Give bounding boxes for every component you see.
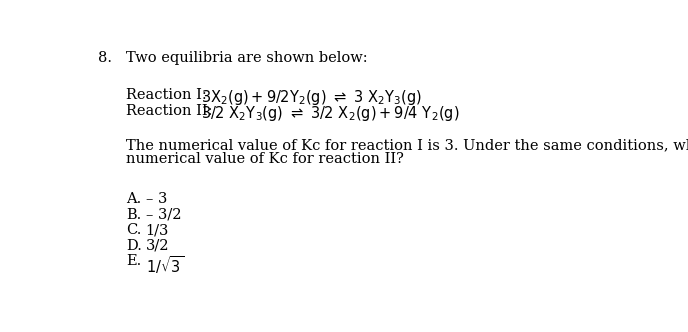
Text: Reaction I:: Reaction I: (127, 88, 207, 102)
Text: – 3: – 3 (146, 192, 167, 206)
Text: C.: C. (127, 223, 142, 237)
Text: $\mathrm{3/2\ X_2Y_3(g)\ \rightleftharpoons\ 3/2\ X_2(g) + 9/4\ Y_2(g)}$: $\mathrm{3/2\ X_2Y_3(g)\ \rightleftharpo… (201, 104, 459, 123)
Text: $\mathrm{1/\sqrt{3}}$: $\mathrm{1/\sqrt{3}}$ (146, 254, 184, 276)
Text: Reaction II:: Reaction II: (127, 104, 213, 118)
Text: numerical value of Kc for reaction II?: numerical value of Kc for reaction II? (127, 152, 404, 166)
Text: – 3/2: – 3/2 (146, 208, 181, 222)
Text: 3/2: 3/2 (146, 238, 169, 253)
Text: 1/3: 1/3 (146, 223, 169, 237)
Text: 8.: 8. (98, 51, 111, 65)
Text: A.: A. (127, 192, 142, 206)
Text: Two equilibria are shown below:: Two equilibria are shown below: (127, 51, 368, 65)
Text: E.: E. (127, 254, 142, 268)
Text: The numerical value of Kc for reaction I is 3. Under the same conditions, what i: The numerical value of Kc for reaction I… (127, 138, 688, 152)
Text: D.: D. (127, 238, 142, 253)
Text: B.: B. (127, 208, 142, 222)
Text: $\mathrm{3X_2(g) + 9/2Y_2(g)\ \rightleftharpoons\ 3\ X_2Y_3(g)}$: $\mathrm{3X_2(g) + 9/2Y_2(g)\ \rightleft… (201, 88, 422, 107)
